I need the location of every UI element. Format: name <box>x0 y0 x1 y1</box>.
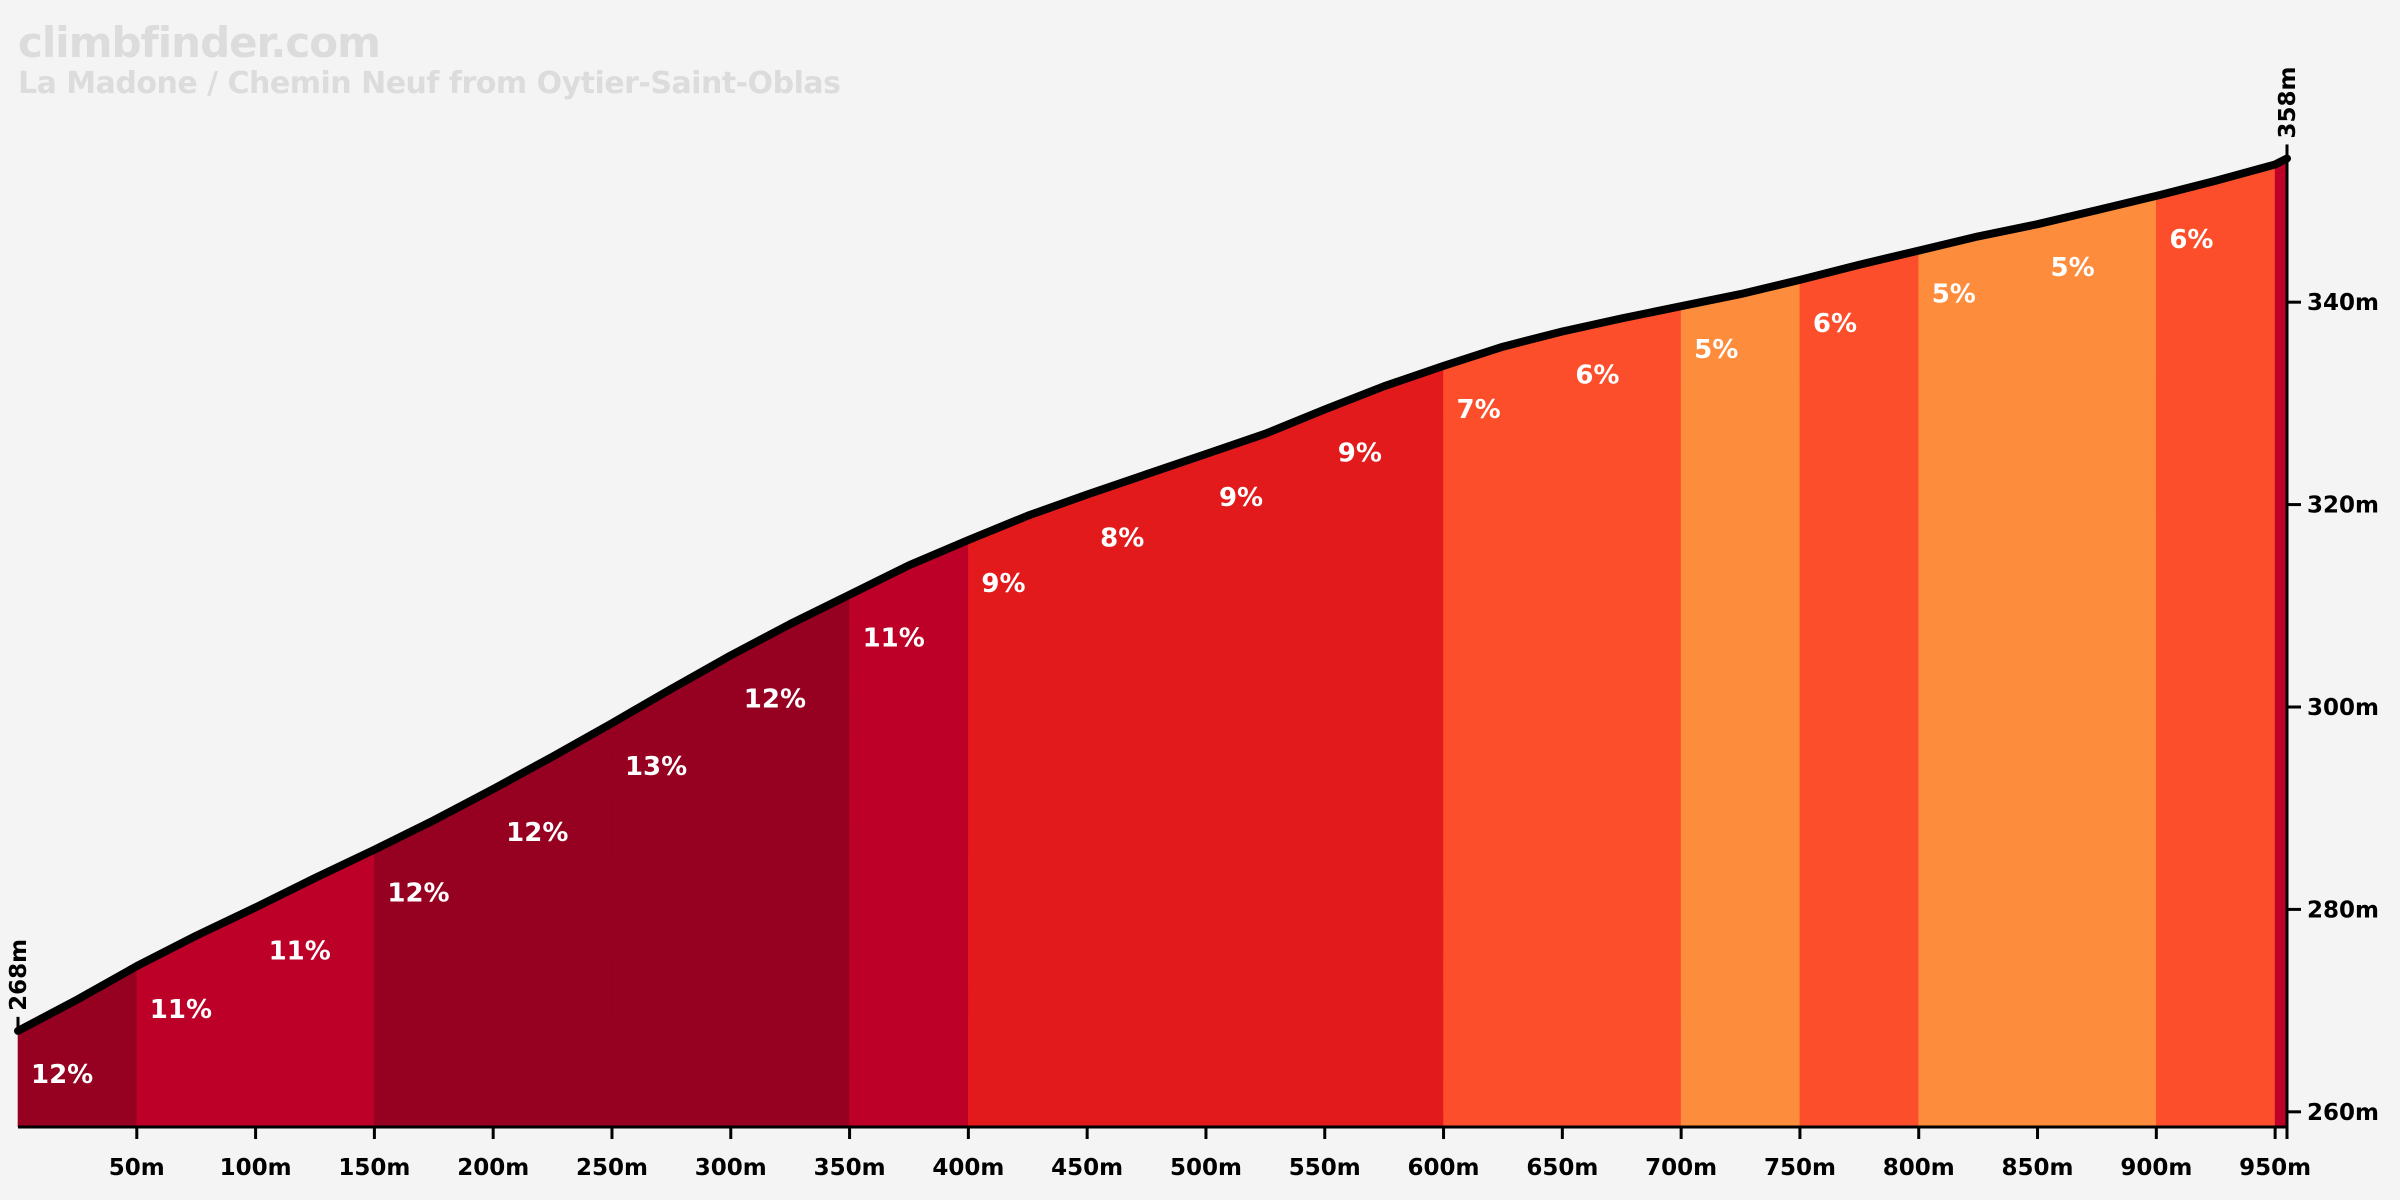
grade-segment <box>1324 365 1444 1128</box>
y-tick-label: 260m <box>2307 1100 2379 1126</box>
grade-label: 12% <box>506 818 568 848</box>
watermark-site: climbfinder.com <box>18 18 381 67</box>
x-tick-label: 150m <box>338 1155 410 1181</box>
chart-title: La Madone / Chemin Neuf from Oytier-Sain… <box>18 66 841 101</box>
grade-label: 9% <box>1219 483 1263 513</box>
x-tick-label: 900m <box>2120 1155 2192 1181</box>
grade-label: 5% <box>2051 253 2095 283</box>
grade-label: 8% <box>1100 523 1144 553</box>
x-tick-label: 50m <box>109 1155 165 1181</box>
grade-label: 6% <box>1813 309 1857 339</box>
y-tick-label: 340m <box>2307 290 2379 316</box>
x-tick-label: 750m <box>1764 1155 1836 1181</box>
grade-label: 9% <box>981 569 1025 599</box>
x-tick-label: 800m <box>1883 1155 1955 1181</box>
grade-labels: 12% 11% 11% 12% 12% 13% 12% 11% 9% 8% 9% 9% 7% 6% 5% 6%… <box>31 225 2213 1090</box>
x-tick-label: 950m <box>2239 1155 2311 1181</box>
x-axis: 50m 100m 150m 200m 250m 300m 350m 400m 450m 500m 5… <box>18 1125 2311 1181</box>
y-axis: 260m 280m 300m 320m 340m <box>2285 158 2379 1139</box>
x-tick-label: 100m <box>220 1155 292 1181</box>
x-tick-label: 350m <box>814 1155 886 1181</box>
x-tick-label: 250m <box>576 1155 648 1181</box>
y-tick-label: 280m <box>2307 897 2379 923</box>
grade-segment <box>1205 408 1326 1128</box>
grade-label: 7% <box>1457 395 1501 425</box>
x-tick-label: 300m <box>695 1155 767 1181</box>
grade-label: 5% <box>1932 280 1976 310</box>
y-tick-label: 300m <box>2307 695 2379 721</box>
grade-segment <box>255 849 375 1128</box>
profile-outline <box>14 154 2291 1035</box>
grade-segment <box>2155 164 2276 1128</box>
y-tick-label: 320m <box>2307 493 2379 519</box>
grade-label: 11% <box>863 624 925 654</box>
grade-label: 11% <box>150 995 212 1025</box>
grade-label: 6% <box>2169 225 2213 255</box>
x-tick-label: 600m <box>1408 1155 1480 1181</box>
grade-label: 5% <box>1694 335 1738 365</box>
grade-segment <box>2037 195 2157 1128</box>
grade-segment <box>730 594 850 1128</box>
x-tick-label: 500m <box>1170 1155 1242 1181</box>
x-tick-label: 550m <box>1289 1155 1361 1181</box>
x-tick-label: 450m <box>1051 1155 1123 1181</box>
grade-segment <box>17 965 138 1128</box>
grade-segment <box>611 654 732 1128</box>
profile-line <box>14 154 2291 1035</box>
x-tick-label: 850m <box>2002 1155 2074 1181</box>
grade-segment <box>1561 305 1682 1128</box>
x-tick-label: 650m <box>1526 1155 1598 1181</box>
x-tick-label: 400m <box>932 1155 1004 1181</box>
grade-segment <box>1799 250 1920 1128</box>
endpoint-markers: 268m 358m <box>6 66 2301 1031</box>
grade-label: 12% <box>31 1060 93 1090</box>
grade-segments <box>17 158 2288 1128</box>
grade-label: 11% <box>269 936 331 966</box>
start-elevation-label: 268m <box>6 939 32 1011</box>
grade-label: 13% <box>625 752 687 782</box>
grade-label: 9% <box>1338 438 1382 468</box>
x-tick-label: 200m <box>457 1155 529 1181</box>
grade-label: 6% <box>1575 361 1619 391</box>
grade-segment <box>2274 158 2288 1128</box>
grade-segment <box>1680 279 1801 1128</box>
grade-label: 12% <box>744 684 806 714</box>
grade-segment <box>1918 223 2038 1128</box>
grade-label: 12% <box>387 879 449 909</box>
grade-segment <box>1086 453 1207 1128</box>
x-tick-label: 700m <box>1645 1155 1717 1181</box>
grade-segment <box>1443 331 1563 1128</box>
end-elevation-label: 358m <box>2275 66 2301 138</box>
